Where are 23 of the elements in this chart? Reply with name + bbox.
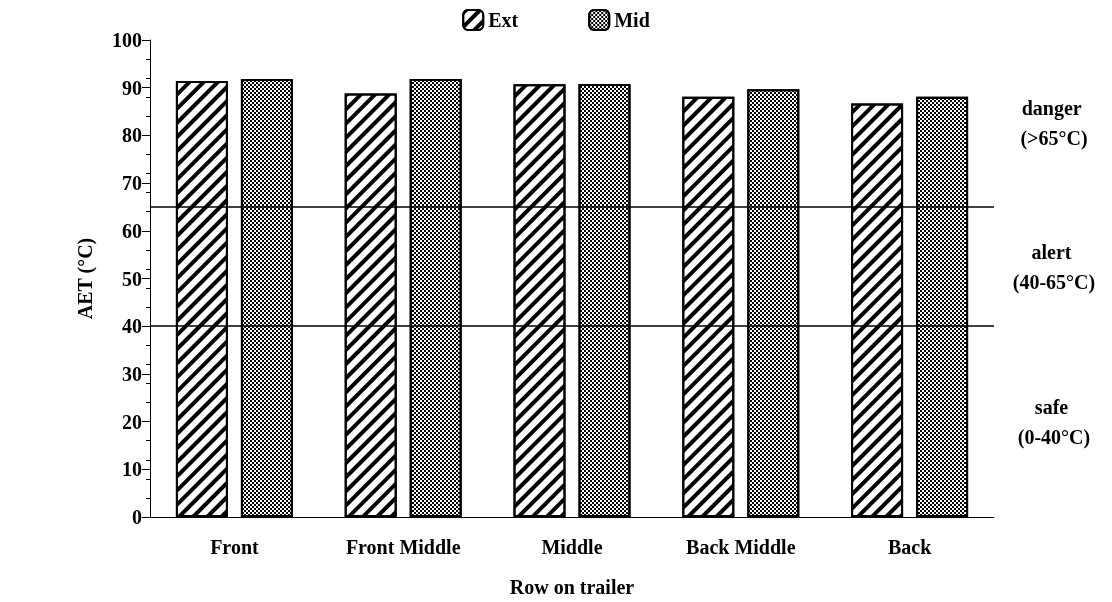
legend-label: Mid xyxy=(614,9,650,31)
text: alert (40-65°C) xyxy=(1012,240,1096,294)
y-tick-label: 100 xyxy=(112,29,142,51)
y-tick-label: 90 xyxy=(122,76,142,99)
x-tick-label: Front Middle xyxy=(345,536,461,558)
y-tick-label: 10 xyxy=(122,458,142,481)
x-tick-label: Front xyxy=(210,536,259,558)
y-tick-label: 20 xyxy=(122,410,142,433)
x-tick-label: Middle xyxy=(541,536,603,558)
y-axis-title: AET (°C) xyxy=(74,237,97,320)
y-tick-label: 50 xyxy=(122,267,142,290)
y-tick-label: 60 xyxy=(122,219,142,242)
y-tick-label: 30 xyxy=(122,362,142,385)
x-tick-label: Back Middle xyxy=(686,536,796,558)
text: safe (0-40°C) xyxy=(1017,395,1091,449)
legend-label: Ext xyxy=(488,9,519,31)
x-axis-title: Row on trailer xyxy=(509,576,635,598)
text: danger (>65°C) xyxy=(1020,97,1088,151)
y-tick-label: 80 xyxy=(122,124,142,147)
y-tick-label: 40 xyxy=(122,315,142,338)
y-tick-label: 0 xyxy=(132,506,142,528)
y-tick-label: 70 xyxy=(122,172,142,195)
x-tick-label: Back xyxy=(887,536,933,558)
